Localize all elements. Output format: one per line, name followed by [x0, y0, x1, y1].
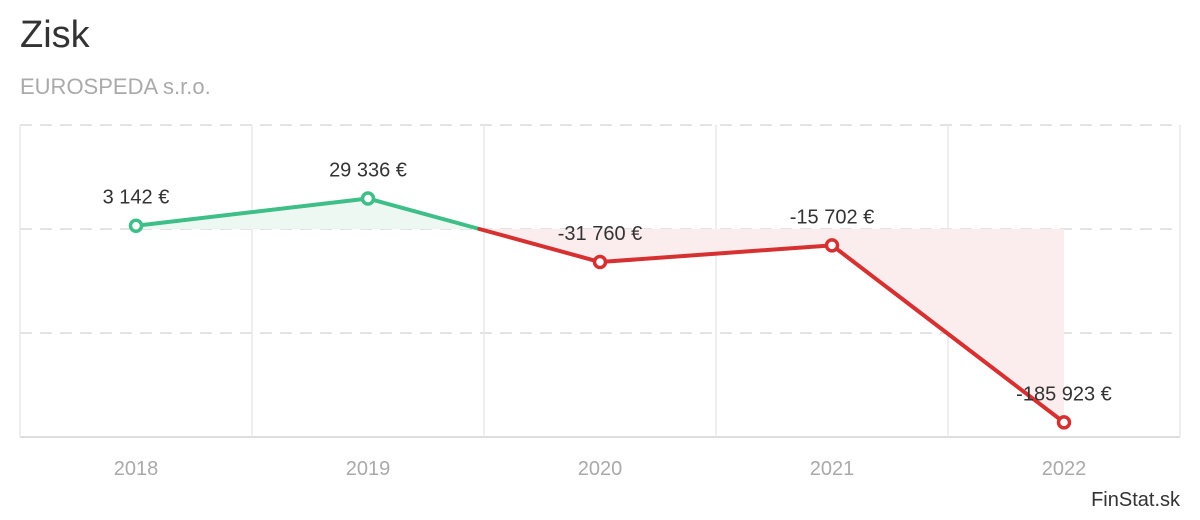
x-tick-label: 2020	[578, 458, 623, 480]
data-point	[128, 218, 144, 233]
data-point	[824, 238, 840, 253]
series-line-segment	[477, 227, 602, 265]
series-line-segment	[366, 196, 482, 231]
series-line-segment	[598, 243, 834, 265]
series-line-segment	[134, 196, 370, 228]
x-tick-label: 2018	[114, 458, 159, 480]
finstat-credit-link[interactable]: FinStat.sk	[1091, 489, 1180, 511]
data-label: -185 923 €	[1016, 383, 1112, 405]
x-tick-label: 2021	[810, 458, 855, 480]
data-label: 29 336 €	[329, 159, 407, 181]
data-label: 3 142 €	[103, 187, 170, 209]
data-point	[1056, 415, 1072, 430]
area-fill	[832, 229, 1064, 423]
data-label: -31 760 €	[558, 223, 643, 245]
chart-title: Zisk	[20, 14, 90, 56]
x-tick-label: 2019	[346, 458, 391, 480]
x-tick-label: 2022	[1042, 458, 1087, 480]
data-label: -15 702 €	[790, 206, 875, 228]
series-line-segment	[830, 243, 1066, 425]
chart-subtitle: EUROSPEDA s.r.o.	[20, 74, 211, 99]
data-point	[592, 254, 608, 270]
area-fill	[600, 229, 832, 263]
data-point	[360, 191, 376, 206]
